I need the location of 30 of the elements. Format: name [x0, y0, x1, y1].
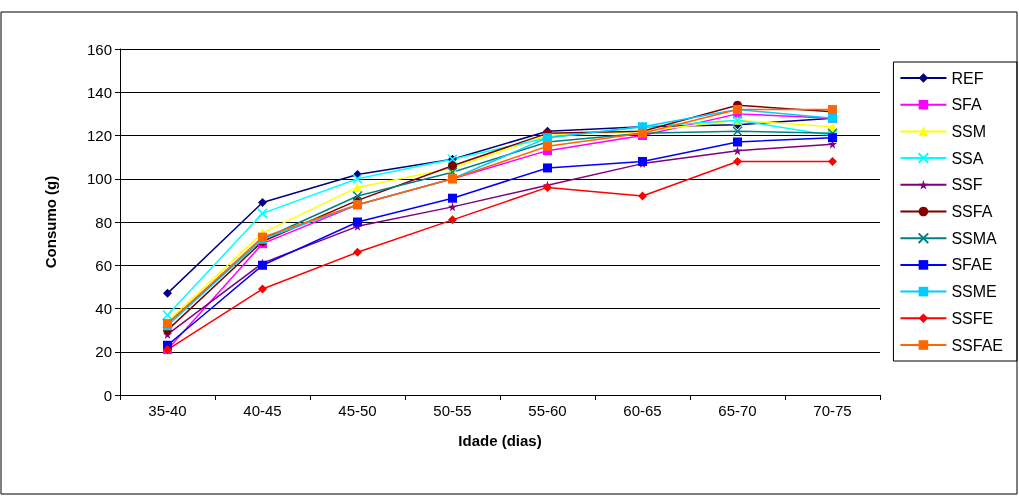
legend-label: SSF [951, 176, 983, 194]
y-tick-label: 120 [86, 127, 112, 144]
x-tick-label: 45-50 [338, 402, 377, 419]
x-tick-label: 65-70 [718, 402, 757, 419]
x-tick-label: 70-75 [813, 402, 852, 419]
y-tick-label: 40 [95, 300, 112, 317]
y-axis-title: Consumo (g) [42, 175, 59, 269]
y-tick-label: 160 [86, 40, 112, 58]
legend-label: SSME [951, 283, 997, 301]
legend-label: SSM [951, 122, 987, 140]
y-tick-label: 100 [86, 170, 112, 188]
x-tick-label: 55-60 [528, 402, 567, 419]
y-tick-label: 140 [86, 83, 112, 101]
legend-label: SFAE [951, 256, 993, 274]
y-tick-label: 60 [95, 256, 112, 274]
y-tick-label: 20 [95, 343, 112, 361]
legend-label: SSFE [951, 309, 994, 327]
x-tick-label: 50-55 [433, 402, 472, 419]
legend-label: SSFAE [951, 336, 1003, 354]
x-tick-label: 40-45 [243, 402, 282, 419]
legend-label: SSMA [951, 229, 998, 247]
x-tick-label: 60-65 [623, 402, 662, 419]
x-axis-title: Idade (dias) [458, 432, 542, 449]
y-tick-label: 80 [95, 213, 112, 231]
legend-label: SSA [951, 149, 984, 167]
y-tick-label: 0 [103, 386, 112, 404]
legend-label: SSFA [951, 203, 993, 220]
legend-label: REF [951, 69, 984, 87]
x-tick-label: 35-40 [148, 402, 187, 419]
legend-label: SFA [951, 96, 982, 114]
